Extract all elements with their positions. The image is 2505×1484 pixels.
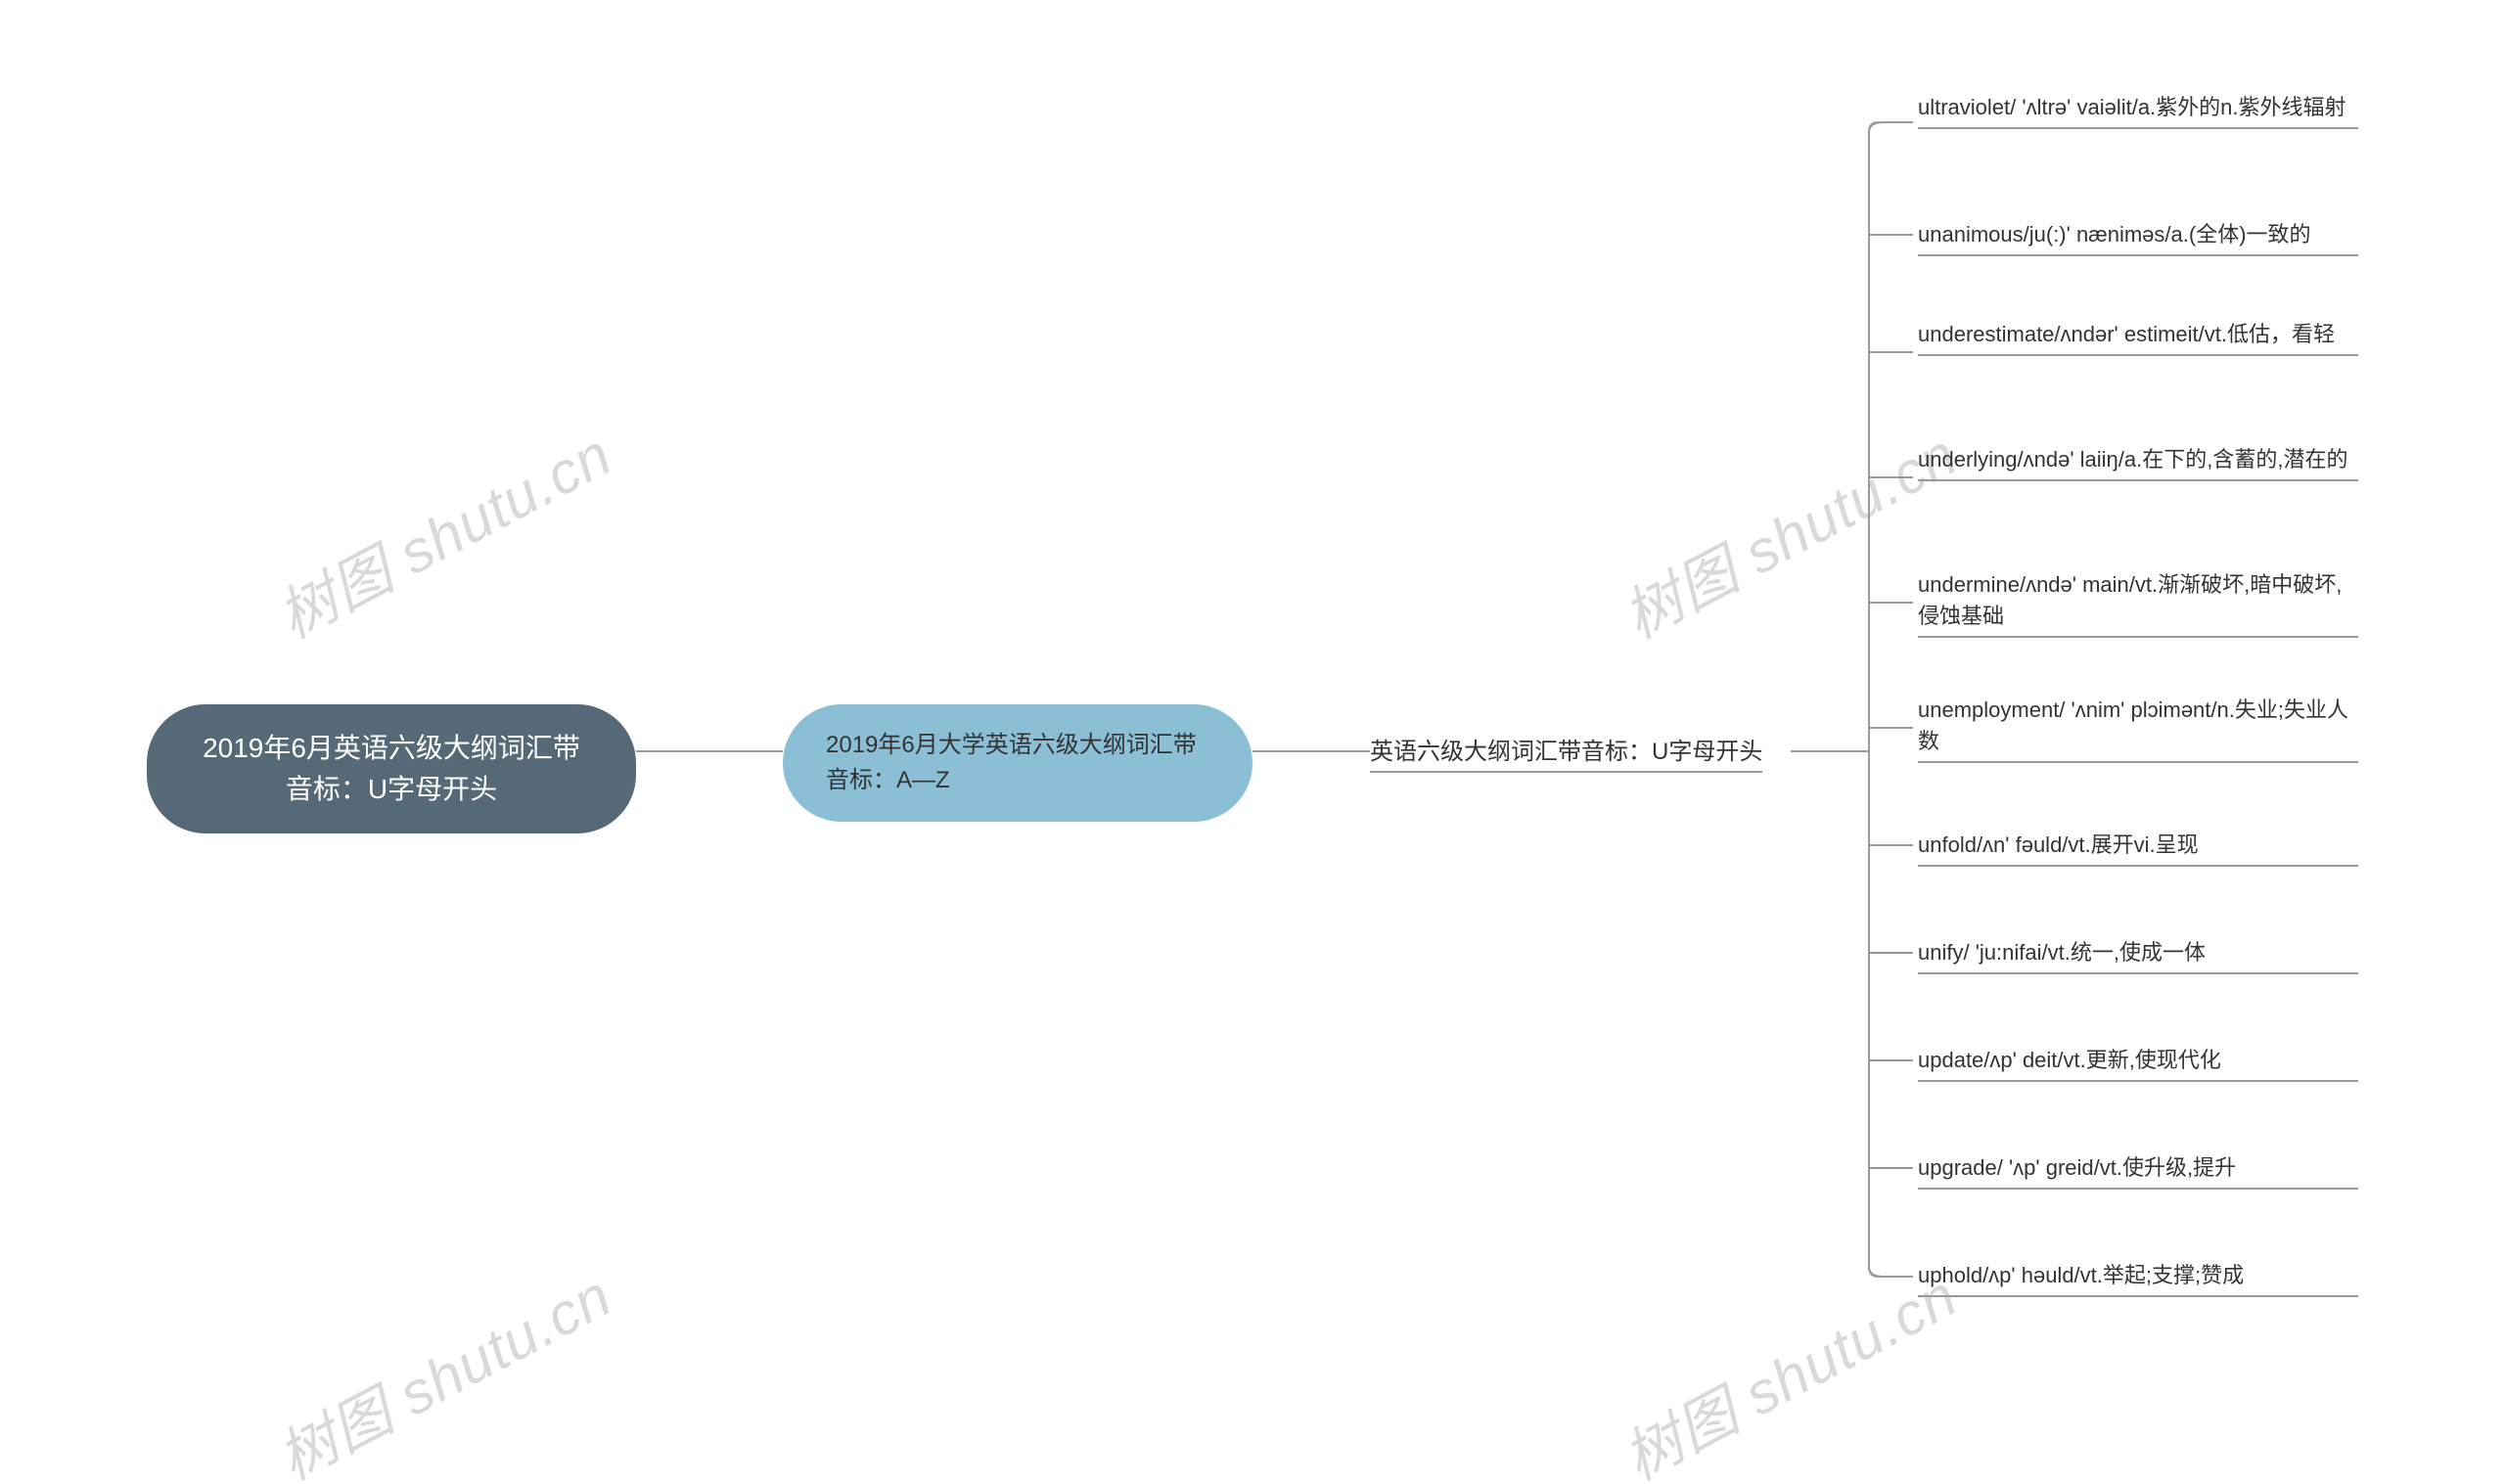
leaf-label: unemployment/ 'ʌnim' plɔimənt/n.失业;失业人数 [1918,695,2358,763]
leaf-label: underlying/ʌndə' laiiŋ/a.在下的,含蓄的,潜在的 [1918,444,2358,481]
mindmap-canvas: 树图 shutu.cn 树图 shutu.cn 树图 shutu.cn 树图 s… [0,0,2505,1484]
watermark: 树图 shutu.cn [1606,1249,1970,1484]
branch-node-label: 英语六级大纲词汇带音标：U字母开头 [1370,739,1762,773]
leaf-node[interactable]: ultraviolet/ 'ʌltrə' vaiəlit/a.紫外的n.紫外线辐… [1918,92,2358,129]
leaf-label: undermine/ʌndə' main/vt.渐渐破坏,暗中破坏,侵蚀基础 [1918,569,2358,638]
leaf-label: upgrade/ 'ʌp' greid/vt.使升级,提升 [1918,1152,2358,1190]
sub-node-label: 2019年6月大学英语六级大纲词汇带音标：A—Z [826,732,1197,793]
watermark: 树图 shutu.cn [260,1249,624,1484]
root-node[interactable]: 2019年6月英语六级大纲词汇带音标：U字母开头 [147,704,636,833]
leaf-node[interactable]: unemployment/ 'ʌnim' plɔimənt/n.失业;失业人数 [1918,695,2358,763]
leaf-label: ultraviolet/ 'ʌltrə' vaiəlit/a.紫外的n.紫外线辐… [1918,92,2358,129]
watermark: 树图 shutu.cn [260,408,624,655]
leaf-node[interactable]: unify/ 'ju:nifai/vt.统一,使成一体 [1918,937,2358,974]
leaf-node[interactable]: underestimate/ʌndər' estimeit/vt.低估，看轻 [1918,319,2358,356]
leaf-label: unfold/ʌn' fəuld/vt.展开vi.呈现 [1918,830,2358,867]
leaf-node[interactable]: undermine/ʌndə' main/vt.渐渐破坏,暗中破坏,侵蚀基础 [1918,569,2358,638]
root-node-label: 2019年6月英语六级大纲词汇带音标：U字母开头 [203,733,580,804]
watermark: 树图 shutu.cn [1606,408,1970,655]
leaf-node[interactable]: underlying/ʌndə' laiiŋ/a.在下的,含蓄的,潜在的 [1918,444,2358,481]
leaf-node[interactable]: upgrade/ 'ʌp' greid/vt.使升级,提升 [1918,1152,2358,1190]
leaf-label: unify/ 'ju:nifai/vt.统一,使成一体 [1918,937,2358,974]
leaf-label: underestimate/ʌndər' estimeit/vt.低估，看轻 [1918,319,2358,356]
branch-node[interactable]: 英语六级大纲词汇带音标：U字母开头 [1370,736,1762,769]
leaf-node[interactable]: uphold/ʌp' həuld/vt.举起;支撑;赞成 [1918,1260,2358,1297]
leaf-node[interactable]: update/ʌp' deit/vt.更新,使现代化 [1918,1045,2358,1082]
leaf-node[interactable]: unanimous/ju(:)' næniməs/a.(全体)一致的 [1918,219,2358,256]
leaf-label: update/ʌp' deit/vt.更新,使现代化 [1918,1045,2358,1082]
leaf-node[interactable]: unfold/ʌn' fəuld/vt.展开vi.呈现 [1918,830,2358,867]
leaf-label: unanimous/ju(:)' næniməs/a.(全体)一致的 [1918,219,2358,256]
leaf-label: uphold/ʌp' həuld/vt.举起;支撑;赞成 [1918,1260,2358,1297]
sub-node[interactable]: 2019年6月大学英语六级大纲词汇带音标：A—Z [783,704,1252,822]
